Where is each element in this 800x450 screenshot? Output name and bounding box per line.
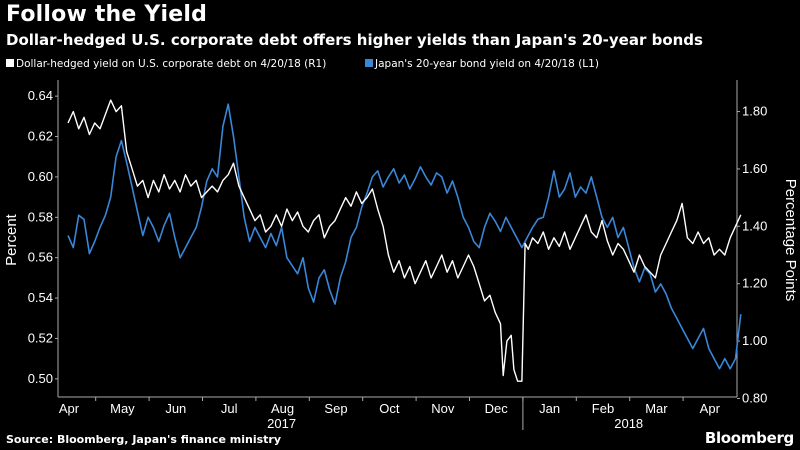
x-tick-label: May <box>110 401 135 416</box>
left-tick-label: 0.54 <box>28 290 53 305</box>
x-tick-label: Jul <box>221 401 238 416</box>
legend: Dollar-hedged yield on U.S. corporate de… <box>6 58 599 70</box>
x-tick-label: Aug <box>271 401 294 416</box>
legend-label-usd: Dollar-hedged yield on U.S. corporate de… <box>16 58 326 70</box>
source-note: Source: Bloomberg, Japan's finance minis… <box>6 433 281 446</box>
year-label: 2017 <box>267 416 296 431</box>
left-tick-label: 0.50 <box>28 371 53 386</box>
x-tick-label: Apr <box>59 401 80 416</box>
legend-label-jpy: Japan's 20-year bond yield on 4/20/18 (L… <box>374 58 599 70</box>
series-line-jpy <box>67 103 742 370</box>
x-tick-label: Nov <box>431 401 455 416</box>
chart-title: Follow the Yield <box>6 2 208 27</box>
right-axis-title: Percentage Points <box>782 179 799 302</box>
x-tick-label: Oct <box>379 401 400 416</box>
chart-subtitle: Dollar-hedged U.S. corporate debt offers… <box>6 31 703 49</box>
legend-swatch-jpy <box>365 59 373 67</box>
series-line-usd <box>67 99 742 382</box>
x-tick-label: Mar <box>645 401 668 416</box>
left-tick-label: 0.56 <box>28 250 53 265</box>
x-tick-label: Dec <box>485 401 509 416</box>
right-tick-label: 1.20 <box>742 276 767 291</box>
left-axis-title: Percent <box>3 213 20 266</box>
gridlines <box>55 95 740 401</box>
x-tick-label: Jan <box>539 401 560 416</box>
right-tick-label: 1.80 <box>742 104 767 119</box>
right-tick-label: 1.00 <box>742 333 767 348</box>
x-tick-label: Apr <box>700 401 721 416</box>
x-tick-label: Feb <box>592 401 614 416</box>
left-tick-label: 0.64 <box>28 88 53 103</box>
left-tick-label: 0.62 <box>28 129 53 144</box>
brand-logo-text: Bloomberg <box>704 429 794 447</box>
left-tick-label: 0.60 <box>28 169 53 184</box>
right-tick-label: 1.40 <box>742 218 767 233</box>
left-tick-label: 0.52 <box>28 330 53 345</box>
legend-swatch-usd <box>6 59 14 67</box>
year-label: 2018 <box>614 416 643 431</box>
x-tick-label: Jun <box>165 401 186 416</box>
x-tick-label: Sep <box>324 401 347 416</box>
right-tick-label: 0.80 <box>742 390 767 405</box>
right-tick-label: 1.60 <box>742 161 767 176</box>
left-tick-label: 0.58 <box>28 209 53 224</box>
